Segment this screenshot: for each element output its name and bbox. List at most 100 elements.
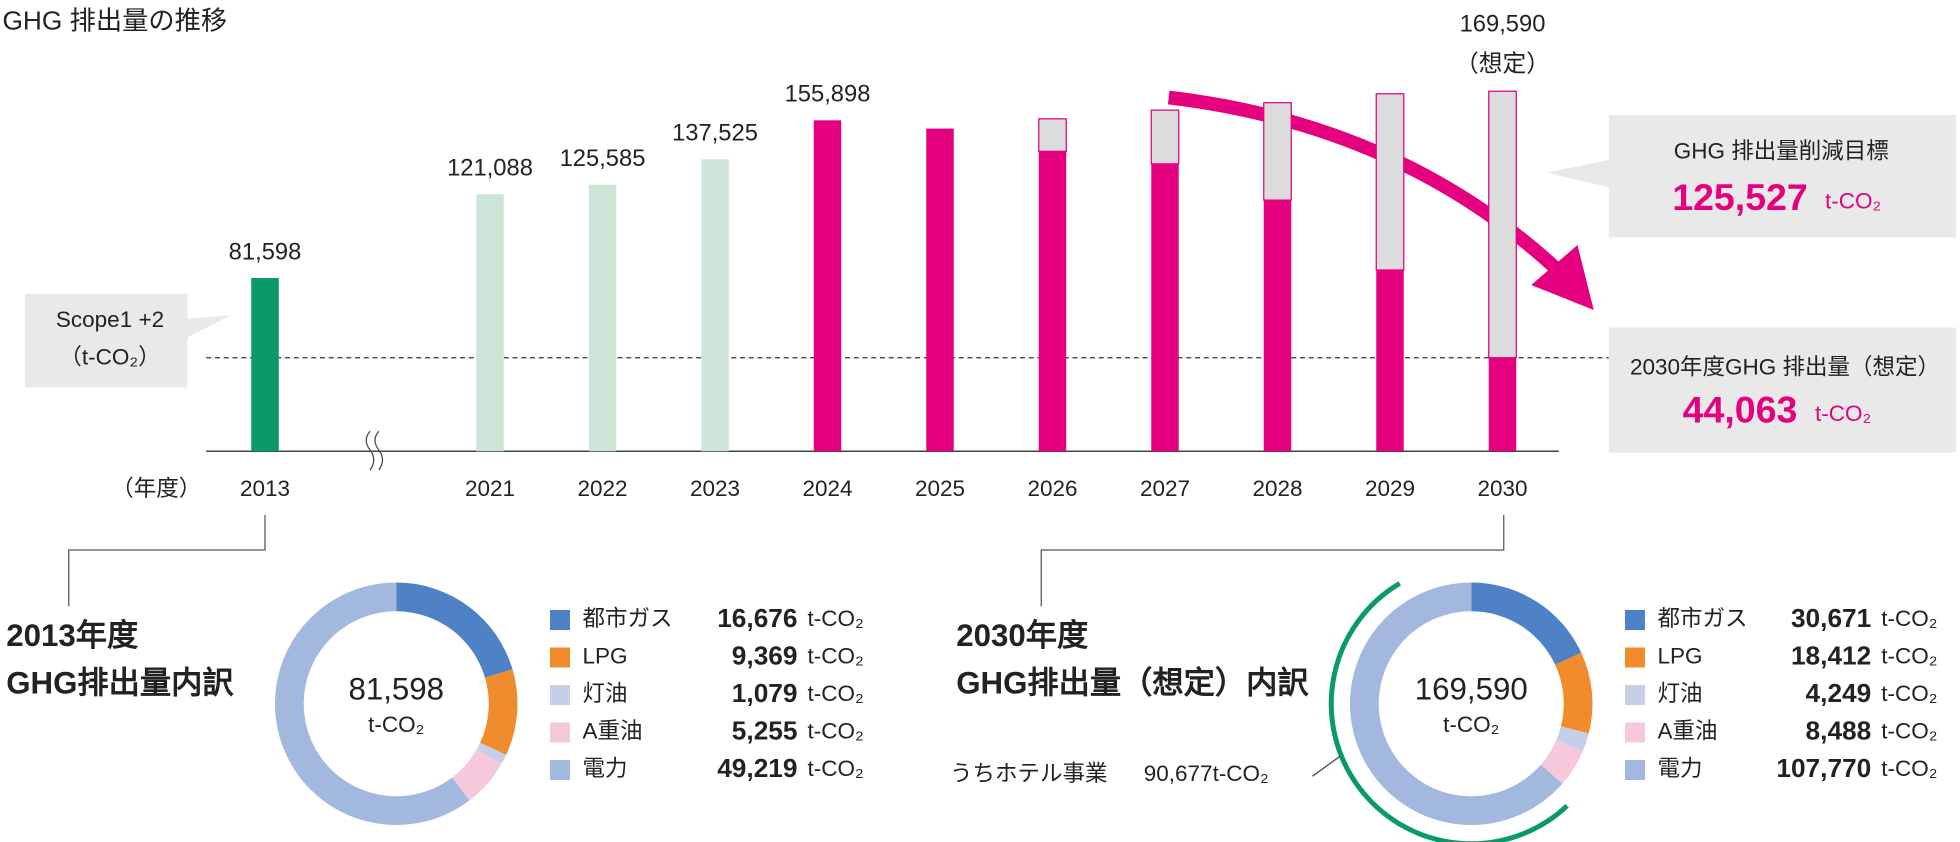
donut-segment [1471,582,1582,665]
center-unit: t-CO₂ [1443,712,1499,737]
legend-unit: t-CO₂ [1881,606,1937,631]
subset-label: うちホテル事業 [950,761,1108,786]
box-unit: t-CO₂ [1815,401,1871,426]
legend-value: 16,676 [717,603,797,633]
forecast-box [1608,327,1957,453]
donut-title: GHG排出量内訳 [6,665,234,700]
legend-label: A重油 [583,718,643,743]
donut-title: 2030年度 [956,618,1089,653]
subset-leader [1312,755,1341,777]
legend-unit: t-CO₂ [1881,718,1937,743]
emission-bar [1151,163,1179,452]
legend-swatch [550,610,570,630]
legend-value: 1,079 [732,678,798,708]
x-tick-label: 2026 [1027,476,1077,501]
donut-segment [1350,582,1563,825]
legend-value: 8,488 [1806,715,1872,745]
legend-unit: t-CO₂ [808,681,864,706]
x-tick-label: 2024 [802,476,852,501]
legend-swatch [1625,610,1645,630]
legend-label: LPG [583,643,628,668]
box-value: 125,527 [1672,176,1808,218]
legend-unit: t-CO₂ [1881,643,1937,668]
unit-label: （t-CO₂） [59,345,160,370]
emission-bar [251,278,279,452]
legend-unit: t-CO₂ [808,718,864,743]
emission-bar [1376,269,1404,452]
donut-segment [452,749,502,801]
emission-bar [926,128,954,452]
legend-value: 30,671 [1791,603,1871,633]
legend-label: 灯油 [583,681,628,706]
reduction-bar [1038,118,1067,152]
legend-swatch [550,722,570,743]
reduction-bar [1263,102,1292,201]
chart-title: GHG 排出量の推移 [3,5,228,35]
donut-segment [1556,726,1589,752]
legend-swatch [550,685,570,705]
box-title: 2030年度GHG 排出量（想定） [1630,355,1940,380]
legend-swatch [550,760,570,780]
subset-value: 90,677t-CO₂ [1144,761,1269,786]
donut-segment [476,742,507,764]
total-label: 121,088 [447,154,533,181]
legend-value: 18,412 [1791,640,1871,670]
x-tick-label: 2027 [1140,476,1190,501]
reduction-bar [1488,90,1517,359]
legend-unit: t-CO₂ [808,643,864,668]
box-value: 44,063 [1683,388,1798,430]
total-label: 81,598 [229,238,302,265]
legend-label: LPG [1658,643,1703,668]
total-note: （想定） [1455,50,1550,77]
trend-arrowhead [1531,245,1594,310]
total-label: 125,585 [560,145,646,172]
emission-bar [1263,200,1292,452]
center-unit: t-CO₂ [368,712,424,737]
reduction-bar [1150,109,1180,165]
center-value: 169,590 [1415,672,1528,707]
x-tick-label: 2013 [240,476,290,501]
legend-label: 電力 [1658,756,1703,781]
x-tick-label: 2028 [1252,476,1302,501]
emission-bar [813,120,842,452]
emission-bar [1038,151,1067,452]
x-tick-label: 2025 [915,476,965,501]
donut-segment [480,669,518,755]
legend-value: 4,249 [1806,678,1872,708]
box-unit: t-CO₂ [1825,188,1881,213]
legend-label: 電力 [583,756,628,781]
legend-label: 灯油 [1658,681,1703,706]
legend-swatch [550,647,570,668]
emission-bar [701,159,729,452]
unit-label: Scope1 +2 [56,307,164,332]
legend-label: 都市ガス [1658,606,1748,631]
target-box [1546,115,1957,238]
connector [68,515,266,607]
legend-swatch [1625,760,1645,780]
x-tick-label: 2030 [1477,476,1527,501]
x-tick-label: 2023 [690,476,740,501]
axis-break [365,430,384,471]
total-label: 137,525 [672,120,758,147]
emission-bar [1488,357,1517,452]
box-title: GHG 排出量削減目標 [1674,138,1889,163]
emission-bar [476,194,504,452]
unit-box [25,293,232,388]
total-label: 155,898 [785,81,871,108]
legend-unit: t-CO₂ [1881,756,1937,781]
donut-title: 2013年度 [6,618,139,653]
legend-swatch [1625,647,1645,668]
donut-segment [396,582,513,678]
x-tick-label: 2021 [465,476,515,501]
legend-label: A重油 [1658,718,1718,743]
legend-value: 5,255 [732,715,798,745]
donut-title: GHG排出量（想定）内訳 [956,665,1309,700]
connector [1040,515,1505,607]
donut-segment [275,582,470,825]
reduction-bar [1375,93,1405,271]
legend-unit: t-CO₂ [808,756,864,781]
x-tick-label: 2029 [1365,476,1415,501]
emission-bar [588,184,617,452]
legend-unit: t-CO₂ [808,606,864,631]
